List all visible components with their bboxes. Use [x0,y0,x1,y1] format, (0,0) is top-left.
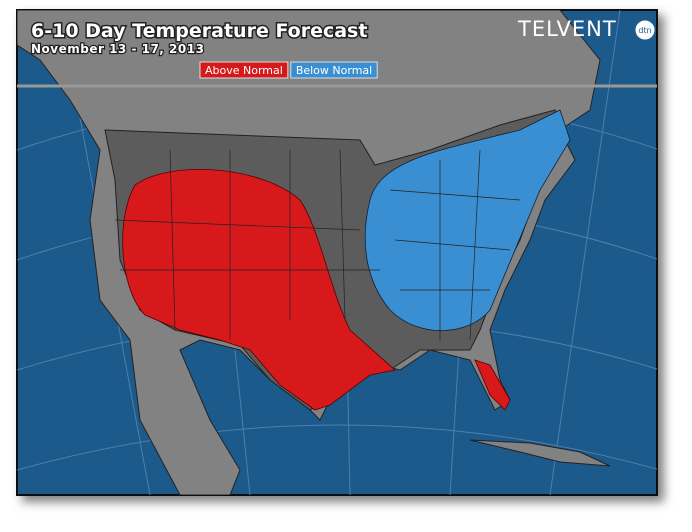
map-body [17,10,657,495]
legend-label: Above Normal [205,64,283,77]
state-borders [114,149,521,341]
below-normal-area [364,109,571,332]
above-normal-area [122,168,511,411]
logo: TELVENT [517,17,617,41]
legend-swatch [199,61,289,79]
logo-badge-text: dtn [638,26,651,35]
logo-badge [634,19,656,41]
legend-label: Below Normal [296,64,372,77]
legend: Above Normal Below Normal [199,61,378,79]
subtitle: November 13 - 17, 2013 [31,42,204,56]
cuba [469,439,611,467]
title: 6-10 Day Temperature Forecast [31,20,367,42]
legend-swatch [290,61,378,79]
